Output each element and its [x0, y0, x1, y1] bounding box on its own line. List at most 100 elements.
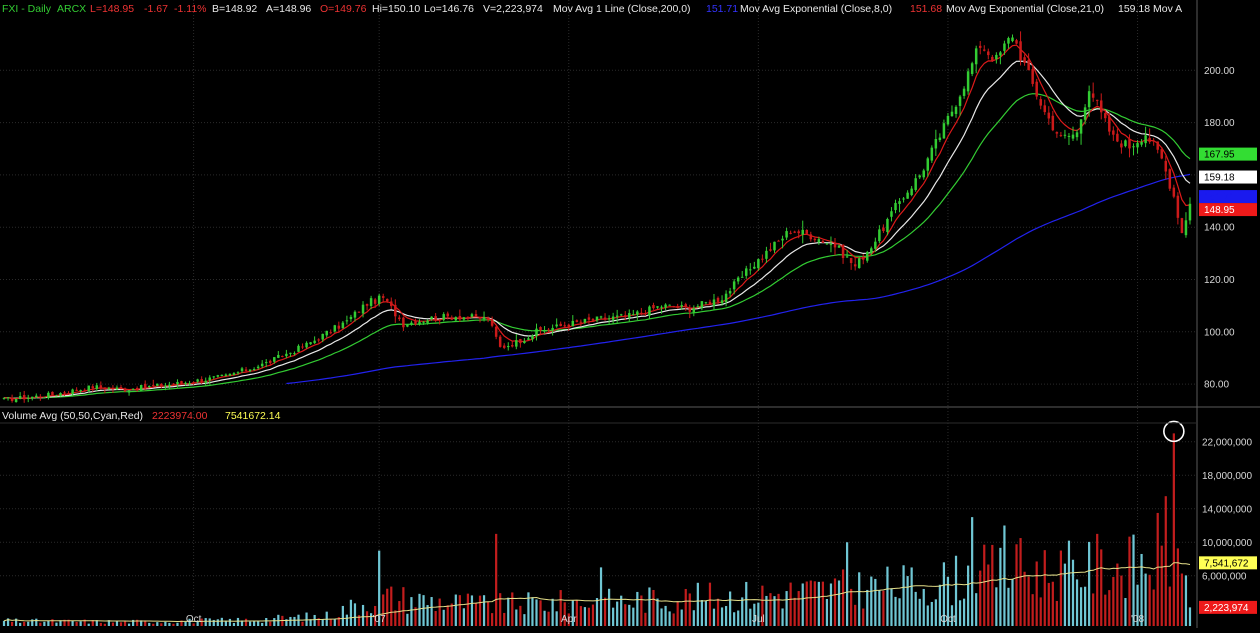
- volume-bar: [1063, 563, 1067, 626]
- candle: [220, 374, 224, 377]
- volume-bar: [1067, 540, 1071, 626]
- volume-bar: [531, 597, 534, 626]
- volume-bar: [1047, 582, 1050, 626]
- candle: [486, 316, 490, 323]
- volume-bar: [19, 622, 22, 626]
- volume-bar: [664, 605, 667, 626]
- ema8-label: Mov Avg Exponential (Close,8,0): [740, 3, 892, 15]
- volume-bar: [862, 608, 865, 626]
- volume-bar: [172, 623, 175, 626]
- volume-bar: [886, 566, 889, 626]
- volume-bar: [1055, 600, 1058, 626]
- candle: [256, 364, 260, 370]
- candle: [809, 231, 813, 242]
- candle: [277, 351, 280, 359]
- ema21-label: Mov Avg Exponential (Close,21,0): [946, 3, 1104, 15]
- candle: [156, 383, 159, 387]
- candle: [607, 315, 611, 324]
- candle: [357, 311, 361, 313]
- volume-bar: [967, 565, 970, 626]
- volume-bar: [878, 590, 881, 626]
- time-tick-label: '07: [373, 614, 386, 625]
- candle: [684, 302, 687, 311]
- candle: [176, 379, 179, 388]
- ema21-value: 159.18: [1118, 3, 1150, 15]
- volume-bar: [305, 612, 308, 626]
- candle: [894, 199, 897, 214]
- price-tick-label: 200.00: [1204, 66, 1235, 77]
- volume-bar: [345, 614, 349, 626]
- candle: [523, 338, 526, 344]
- candle: [26, 394, 30, 403]
- ma200-line: [286, 173, 1191, 385]
- volume-bar: [922, 588, 925, 626]
- volume-bar: [450, 603, 453, 626]
- candle: [591, 318, 595, 321]
- volume-bar: [765, 595, 768, 626]
- candle: [611, 312, 615, 324]
- candle: [71, 388, 74, 397]
- volume-bar: [918, 598, 921, 626]
- volume-bar: [591, 604, 595, 626]
- candle: [1099, 93, 1103, 120]
- candle: [676, 303, 679, 309]
- candle: [434, 313, 437, 323]
- candle: [414, 318, 417, 326]
- candle: [603, 313, 607, 321]
- candle: [438, 318, 441, 325]
- volume-bar: [708, 582, 712, 626]
- candle: [1140, 138, 1143, 147]
- candle: [1059, 131, 1063, 137]
- volume-study-label: Volume Avg (50,50,Cyan,Red): [2, 410, 143, 422]
- volume-bar: [15, 618, 18, 626]
- volume-bar: [418, 593, 421, 626]
- volume-bar: [1088, 541, 1091, 626]
- volume-bar: [1027, 576, 1030, 626]
- candle: [769, 242, 772, 252]
- volume-bar: [1160, 545, 1163, 626]
- candle: [922, 168, 925, 180]
- volume-bar: [1132, 534, 1135, 626]
- volume-bar: [971, 517, 974, 626]
- candle: [954, 105, 958, 118]
- volume-bar: [353, 603, 357, 626]
- candle: [39, 394, 42, 401]
- candle: [793, 230, 796, 234]
- candle: [10, 394, 14, 403]
- volume-bar: [979, 570, 982, 626]
- candle: [1176, 192, 1180, 225]
- volume-bar: [349, 599, 353, 626]
- volume-bar: [410, 597, 413, 626]
- svg-text:167.95: 167.95: [1204, 150, 1235, 161]
- volume-bar: [934, 599, 937, 626]
- candle: [587, 313, 591, 324]
- candle: [67, 391, 70, 395]
- volume-bar: [817, 581, 820, 626]
- volume-bar: [1108, 590, 1111, 626]
- candle: [652, 302, 655, 310]
- volume-bar: [854, 604, 857, 626]
- candle: [543, 326, 546, 334]
- volume-bar: [938, 584, 941, 626]
- ma50-label: Mov A: [1153, 3, 1182, 15]
- candle: [309, 341, 312, 345]
- candle: [648, 305, 651, 319]
- volume-bar: [660, 608, 663, 626]
- volume-bar: [442, 609, 445, 626]
- candle: [999, 50, 1002, 65]
- volume-bar: [1031, 594, 1034, 626]
- volume-bar: [954, 555, 958, 626]
- price-tick-label: 120.00: [1204, 275, 1235, 286]
- volume-bar: [777, 593, 780, 626]
- candle: [870, 246, 873, 255]
- ma50-line: [3, 93, 1191, 399]
- volume-bar: [482, 595, 486, 626]
- candle: [716, 296, 720, 305]
- candle: [264, 359, 268, 368]
- candle: [805, 229, 809, 235]
- low-price: Lo=146.76: [424, 3, 474, 15]
- volume-bar: [168, 622, 171, 626]
